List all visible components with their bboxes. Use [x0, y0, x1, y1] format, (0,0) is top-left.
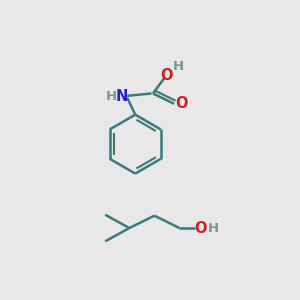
Text: O: O	[175, 96, 188, 111]
Text: N: N	[116, 89, 128, 104]
Text: H: H	[173, 60, 184, 73]
Text: H: H	[105, 90, 116, 103]
Text: O: O	[194, 220, 207, 236]
Text: H: H	[207, 221, 219, 235]
Text: O: O	[160, 68, 172, 83]
